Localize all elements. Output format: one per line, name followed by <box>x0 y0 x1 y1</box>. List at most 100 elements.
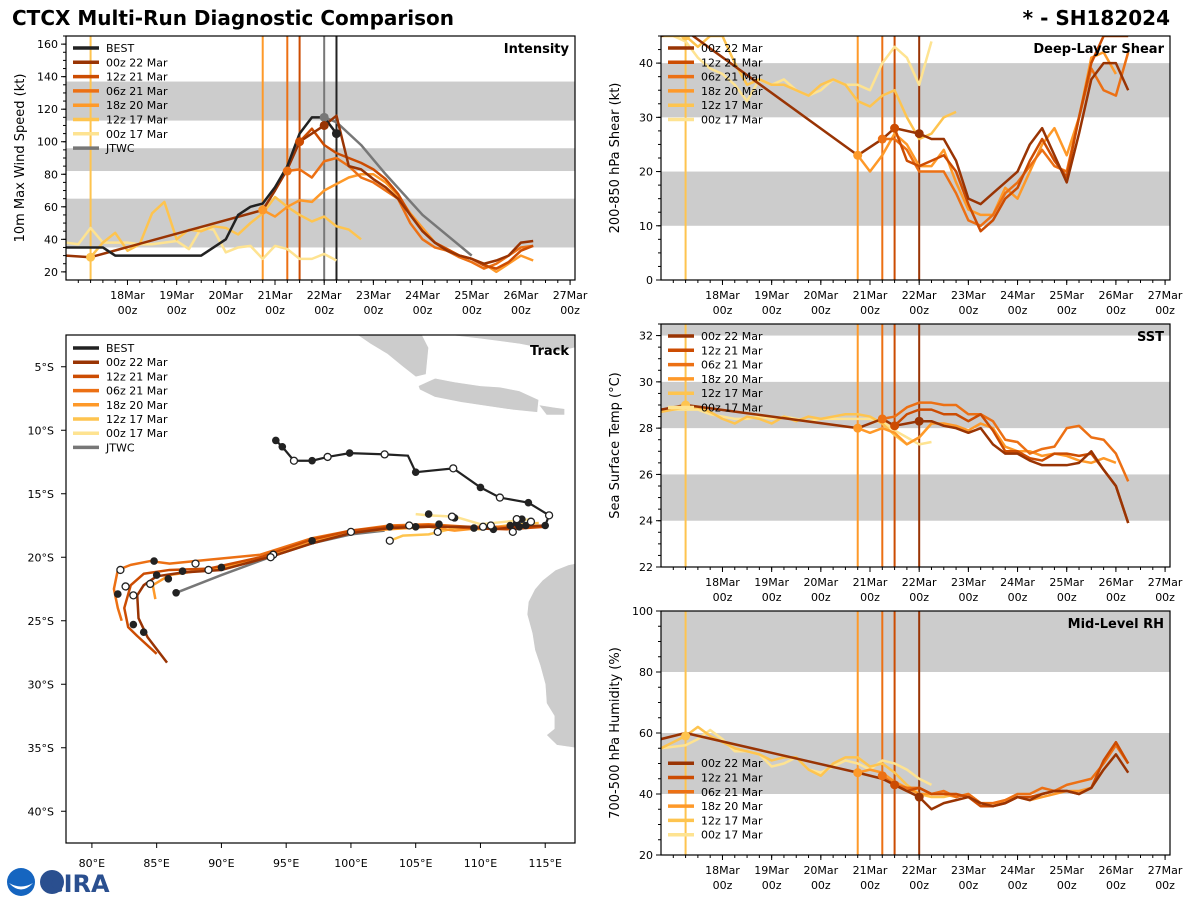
legend-label: 06z 21 Mar <box>701 359 763 372</box>
x-tick-label: 80°E <box>79 857 105 870</box>
x-tick-label: 00z <box>1057 304 1077 317</box>
y-tick-label: 40 <box>639 788 653 801</box>
x-tick-label: 00z <box>958 879 978 892</box>
x-tick-label: 105°E <box>399 857 432 870</box>
x-tick-label: 27Mar <box>1148 289 1183 302</box>
track-point-filled <box>541 521 550 530</box>
x-tick-label: 21Mar <box>853 864 888 877</box>
x-tick-label: 26Mar <box>1099 864 1134 877</box>
series-marker <box>877 134 887 144</box>
x-tick-label: 00z <box>560 304 580 317</box>
y-tick-label: 10°S <box>28 424 54 437</box>
series-marker <box>877 414 887 424</box>
y-tick-label: 60 <box>44 201 58 214</box>
y-tick-label: 120 <box>37 103 58 116</box>
series-marker <box>319 120 329 130</box>
track-point-filled <box>178 567 187 576</box>
x-tick-label: 27Mar <box>1148 864 1183 877</box>
series-marker <box>914 792 924 802</box>
plot-area <box>661 36 1170 280</box>
y-tick-label: 80 <box>639 666 653 679</box>
series-line <box>882 401 1130 482</box>
x-tick-label: 18Mar <box>110 289 145 302</box>
y-tick-label: 10 <box>639 220 653 233</box>
x-tick-label: 00z <box>860 304 880 317</box>
legend-label: 06z 21 Mar <box>701 71 763 84</box>
x-tick-label: 20Mar <box>208 289 243 302</box>
series-marker <box>681 36 691 41</box>
x-tick-label: 00z <box>118 304 138 317</box>
panel-shear: 0 10 20 30 40 18Mar 00z 19Mar 00z 20Mar 00z 21Mar 00… <box>608 35 1183 317</box>
series-marker <box>914 416 924 426</box>
x-tick-label: 00z <box>265 304 285 317</box>
x-tick-label: 23Mar <box>951 864 986 877</box>
legend-label: 00z 17 Mar <box>106 128 168 141</box>
series-marker <box>914 129 924 139</box>
legend-label: 12z 21 Mar <box>106 370 168 383</box>
track-point-open <box>512 515 521 524</box>
panel-title: SST <box>1137 330 1164 345</box>
x-tick-label: 00z <box>1106 591 1126 604</box>
best-track-line <box>275 439 551 526</box>
x-tick-label: 00z <box>909 304 929 317</box>
axes-frame <box>660 323 1171 568</box>
series-line <box>323 116 473 257</box>
y-axis-label: Sea Surface Temp (°C) <box>608 372 623 519</box>
track-point-filled <box>308 536 316 545</box>
track-point-open <box>433 527 442 536</box>
x-tick-label: 00z <box>1106 879 1126 892</box>
x-tick-label: 00z <box>811 591 831 604</box>
series-marker <box>877 771 887 781</box>
noaa-cira-logo: CIRA <box>6 866 116 898</box>
y-tick-label: 35°S <box>28 742 54 755</box>
series-marker <box>258 205 268 215</box>
series-marker <box>86 252 96 262</box>
x-tick-label: 00z <box>511 304 531 317</box>
x-tick-label: 25Mar <box>1049 864 1084 877</box>
track-line <box>112 522 539 622</box>
series-marker <box>853 150 863 160</box>
track-point-open <box>121 582 130 591</box>
track-line <box>135 524 546 664</box>
x-tick-label: 00z <box>1155 304 1175 317</box>
legend-label: 06z 21 Mar <box>106 385 168 398</box>
track-point-filled <box>278 442 287 451</box>
x-tick-label: 26Mar <box>504 289 539 302</box>
series-marker <box>681 731 691 741</box>
x-tick-label: 18Mar <box>705 864 740 877</box>
x-tick-label: 00z <box>314 304 334 317</box>
x-tick-label: 23Mar <box>951 576 986 589</box>
y-tick-label: 20°S <box>28 551 54 564</box>
x-tick-label: 100°E <box>334 857 367 870</box>
legend-label: 18z 20 Mar <box>701 373 763 386</box>
x-tick-label: 19Mar <box>754 864 789 877</box>
x-tick-label: 27Mar <box>1148 576 1183 589</box>
track-point-open <box>129 591 138 600</box>
track-point-filled <box>172 589 180 597</box>
legend-label: 06z 21 Mar <box>106 85 168 98</box>
legend-label: 12z 21 Mar <box>701 344 763 357</box>
borneo-land <box>448 335 575 352</box>
track-point-filled <box>524 498 533 507</box>
x-tick-label: 24Mar <box>1000 864 1035 877</box>
threshold-band <box>661 324 1170 336</box>
panel-sst: 22 24 26 28 30 32 18Mar 00z 19Mar 00z 20Mar 00z 21Ma… <box>608 323 1183 604</box>
legend-label: BEST <box>106 42 134 55</box>
x-tick-label: 20Mar <box>803 864 838 877</box>
y-tick-label: 60 <box>639 727 653 740</box>
panel-title: Track <box>530 344 569 359</box>
track-point-open <box>486 521 495 530</box>
legend-label: 12z 21 Mar <box>106 71 168 84</box>
x-tick-label: 00z <box>1008 879 1028 892</box>
series-marker <box>890 421 900 431</box>
cira-globe-icon <box>40 870 64 894</box>
track-point-filled <box>139 628 148 636</box>
series-line <box>893 36 1129 233</box>
legend-label: 06z 21 Mar <box>701 786 763 799</box>
x-tick-label: 27Mar <box>553 289 588 302</box>
legend-label: JTWC <box>105 441 135 454</box>
series-marker <box>890 780 900 790</box>
x-tick-label: 85°E <box>143 857 169 870</box>
legend-label: JTWC <box>105 142 135 155</box>
track-point-open <box>544 511 554 520</box>
